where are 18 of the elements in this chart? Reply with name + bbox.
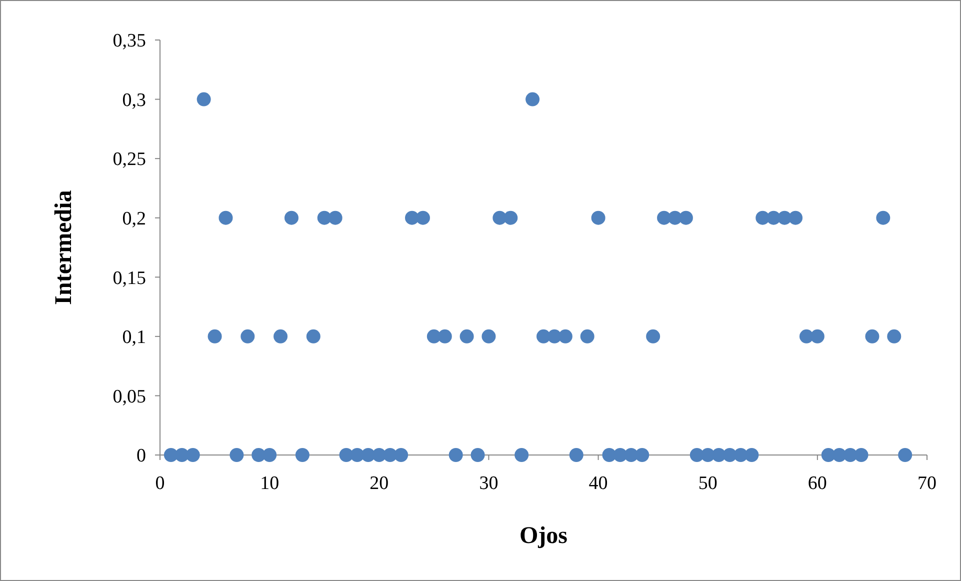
y-tick-label: 0 [136,446,146,467]
y-tick-label: 0,3 [122,90,146,111]
x-tick-label: 20 [370,473,389,494]
y-tick-label: 0,2 [122,208,146,230]
x-tick-label: 40 [588,473,608,494]
y-tick-label: 0,35 [112,30,146,52]
y-tick-label: 0,15 [112,268,146,289]
x-tick-label: 70 [918,473,936,494]
x-tick-label: 10 [260,473,280,494]
x-tick-label: 30 [479,473,498,494]
y-axis-title: Intermedia [51,190,77,305]
y-tick-label: 0,1 [122,327,146,348]
x-tick-label: 60 [808,473,827,494]
x-axis-title: Ojos [520,523,568,549]
y-tick-label: 0,25 [112,149,146,170]
x-tick-label: 0 [155,473,165,494]
x-tick-label: 50 [698,473,718,494]
y-tick-label: 0,05 [112,386,146,408]
